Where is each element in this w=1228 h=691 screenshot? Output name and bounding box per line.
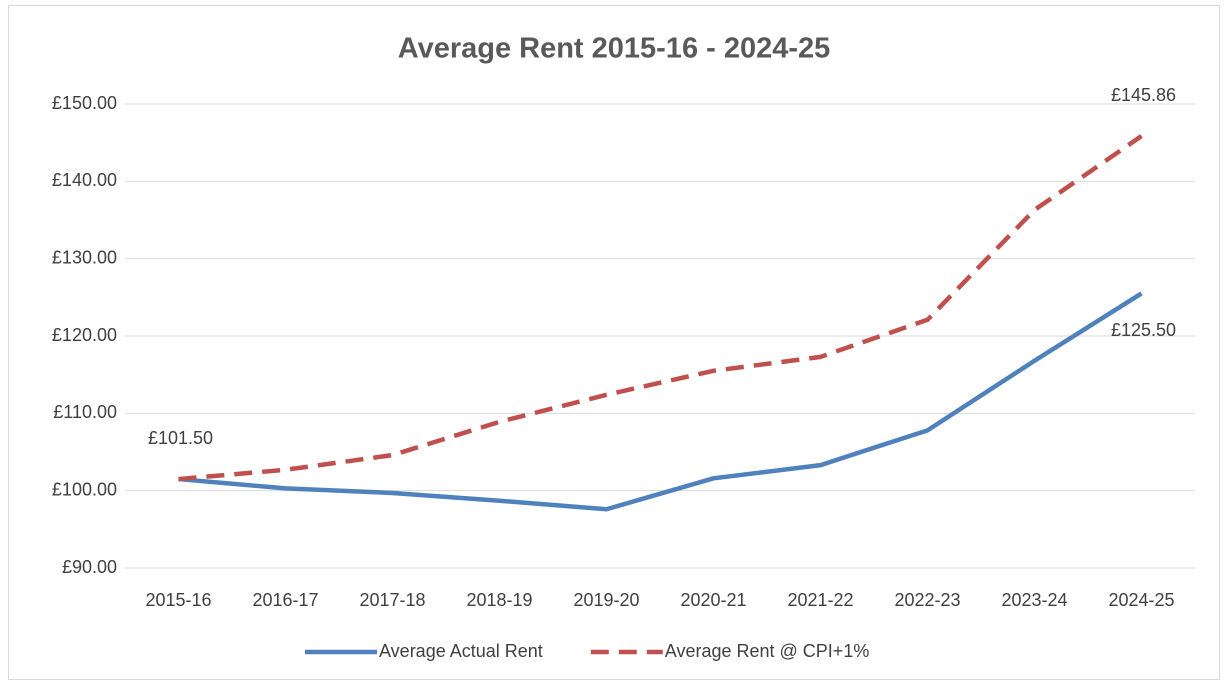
legend-label: Average Actual Rent: [379, 641, 543, 661]
x-tick-label: 2015-16: [145, 590, 211, 610]
data-label: £125.50: [1111, 320, 1176, 340]
y-tick-label: £120.00: [52, 325, 117, 345]
x-tick-label: 2017-18: [359, 590, 425, 610]
y-tick-label: £90.00: [62, 557, 117, 577]
x-tick-label: 2024-25: [1108, 590, 1174, 610]
y-tick-label: £150.00: [52, 93, 117, 113]
x-tick-label: 2023-24: [1001, 590, 1067, 610]
y-tick-label: £130.00: [52, 247, 117, 267]
data-label: £101.50: [148, 428, 213, 448]
x-tick-label: 2021-22: [787, 590, 853, 610]
chart-border: [8, 5, 1220, 680]
legend-label: Average Rent @ CPI+1%: [665, 641, 870, 661]
series-line: [178, 291, 1143, 512]
x-tick-label: 2019-20: [573, 590, 639, 610]
x-tick-label: 2016-17: [252, 590, 318, 610]
x-tick-label: 2020-21: [680, 590, 746, 610]
y-tick-label: £140.00: [52, 170, 117, 190]
x-tick-label: 2018-19: [466, 590, 532, 610]
y-tick-label: £110.00: [53, 402, 117, 422]
y-tick-label: £100.00: [52, 479, 117, 499]
x-tick-label: 2022-23: [894, 590, 960, 610]
series-line: [178, 134, 1143, 482]
chart-title: Average Rent 2015-16 - 2024-25: [398, 33, 831, 65]
data-label: £145.86: [1111, 85, 1176, 105]
